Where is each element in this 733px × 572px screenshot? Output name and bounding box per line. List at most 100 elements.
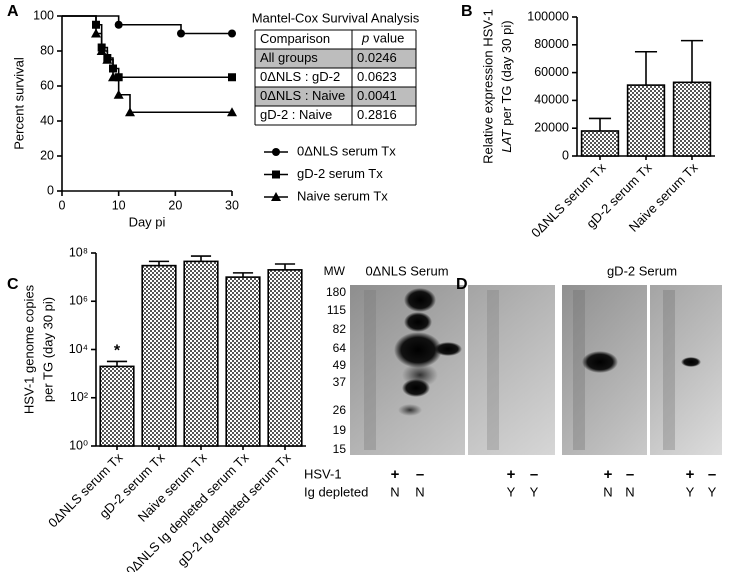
marker: [113, 89, 124, 99]
annotation: *: [114, 343, 121, 360]
table-cell: 0ΔNLS : Naive: [260, 88, 345, 103]
mw-label: 115: [327, 303, 346, 317]
bar: [141, 264, 177, 447]
y-tick-label: 10⁴: [69, 342, 88, 356]
y-tick-label: 0: [562, 148, 569, 162]
bar: [99, 365, 135, 447]
lane-label: +: [604, 466, 613, 483]
lane-label: N: [603, 484, 612, 499]
table-title: Mantel-Cox Survival Analysis: [252, 10, 420, 25]
table-header: Comparison: [260, 31, 330, 46]
x-tick-label: 30: [225, 198, 239, 212]
table-row-shade: [255, 49, 416, 68]
marker: [228, 29, 236, 38]
y-axis-label: HSV-1 genome copies: [21, 284, 36, 414]
y-tick-label: 10⁶: [69, 294, 88, 308]
mw-label: 37: [333, 375, 347, 389]
table-header: p value: [361, 31, 404, 46]
bar: [626, 84, 666, 157]
bar: [580, 130, 620, 157]
lane-label: –: [416, 466, 424, 483]
lane-label: N: [415, 484, 424, 499]
blot-group: gD-2 Serum: [607, 263, 677, 278]
y-tick-label: 40000: [534, 93, 569, 107]
x-axis-label: Day pi: [129, 214, 166, 229]
x-tick-label: 20: [168, 198, 182, 212]
y-axis-label: Percent survival: [11, 57, 26, 150]
marker: [96, 46, 107, 55]
lane-label: Y: [507, 484, 516, 499]
bar: [267, 269, 303, 447]
x-tick-label: 10: [112, 198, 126, 212]
mw-label: 180: [326, 285, 346, 299]
y-tick-label: 10²: [70, 390, 88, 404]
marker: [272, 170, 280, 179]
legend-label: 0ΔNLS serum Tx: [297, 143, 396, 158]
lane-label: Y: [708, 484, 717, 499]
marker: [177, 29, 185, 38]
y-tick-label: 80: [40, 43, 54, 57]
bar: [225, 276, 261, 447]
table-cell: All groups: [260, 50, 318, 65]
bar: [672, 81, 712, 157]
marker: [125, 107, 135, 117]
table-cell: 0.0041: [357, 88, 397, 103]
table-cell: 0.0246: [357, 50, 397, 65]
y-axis-label: Relative expression HSV-1: [480, 9, 495, 164]
lane-label: +: [686, 466, 695, 483]
mw-label: 49: [333, 358, 347, 372]
marker: [91, 28, 101, 38]
table-header-italic: p: [361, 31, 369, 46]
table-cell: 0.2816: [357, 107, 397, 122]
marker: [102, 54, 113, 64]
y-axis-label: LAT per TG (day 30 pi): [499, 20, 514, 152]
survival-step: [62, 15, 120, 25]
blot-row-label: Ig depleted: [304, 484, 368, 499]
survival-step: [62, 15, 97, 34]
marker: [272, 148, 280, 156]
x-tick-label: 0: [59, 198, 66, 212]
legend-label: Naive serum Tx: [297, 188, 388, 203]
panel-label: A: [7, 3, 19, 20]
lane-label: +: [507, 466, 516, 483]
blot-group: 0ΔNLS Serum: [365, 263, 448, 278]
panel-label: D: [456, 276, 468, 293]
bar: [183, 260, 219, 447]
survival-step: [118, 23, 182, 34]
y-tick-label: 100000: [527, 9, 569, 23]
legend-label: gD-2 serum Tx: [297, 166, 383, 181]
lane-label: –: [626, 466, 634, 483]
blot-image: [350, 285, 722, 455]
survival-step: [62, 15, 97, 25]
y-tick-label: 60000: [534, 65, 569, 79]
table-cell: gD-2 : Naive: [260, 107, 332, 122]
mw-label: 26: [333, 403, 347, 417]
table-row-shade: [255, 87, 416, 106]
lane-label: N: [625, 484, 634, 499]
panel-label: B: [461, 3, 473, 20]
y-tick-label: 80000: [534, 37, 569, 51]
x-tick-label: 0ΔNLS serum Tx: [45, 450, 126, 531]
y-tick-label: 0: [47, 183, 54, 197]
y-tick-label: 10⁸: [69, 245, 88, 259]
y-tick-label: 10⁰: [69, 438, 88, 452]
y-tick-label: 60: [40, 78, 54, 92]
lane-label: –: [708, 466, 716, 483]
y-tick-label: 20: [40, 148, 54, 162]
y-axis-label: per TG (day 30 pi): [40, 297, 55, 402]
lane-label: +: [391, 466, 400, 483]
panel-label: C: [7, 276, 19, 293]
table-cell: 0ΔNLS : gD-2: [260, 69, 340, 84]
lane-label: Y: [530, 484, 539, 499]
mw-label: 64: [333, 341, 347, 355]
mw-label: 15: [333, 442, 347, 456]
table-header-part: value: [373, 31, 404, 46]
mw-label: 19: [333, 423, 347, 437]
y-axis-label-italic: LAT: [499, 129, 514, 153]
y-tick-label: 100: [33, 8, 54, 22]
marker: [271, 192, 281, 201]
marker: [108, 72, 118, 82]
mw-label: 82: [333, 322, 347, 336]
